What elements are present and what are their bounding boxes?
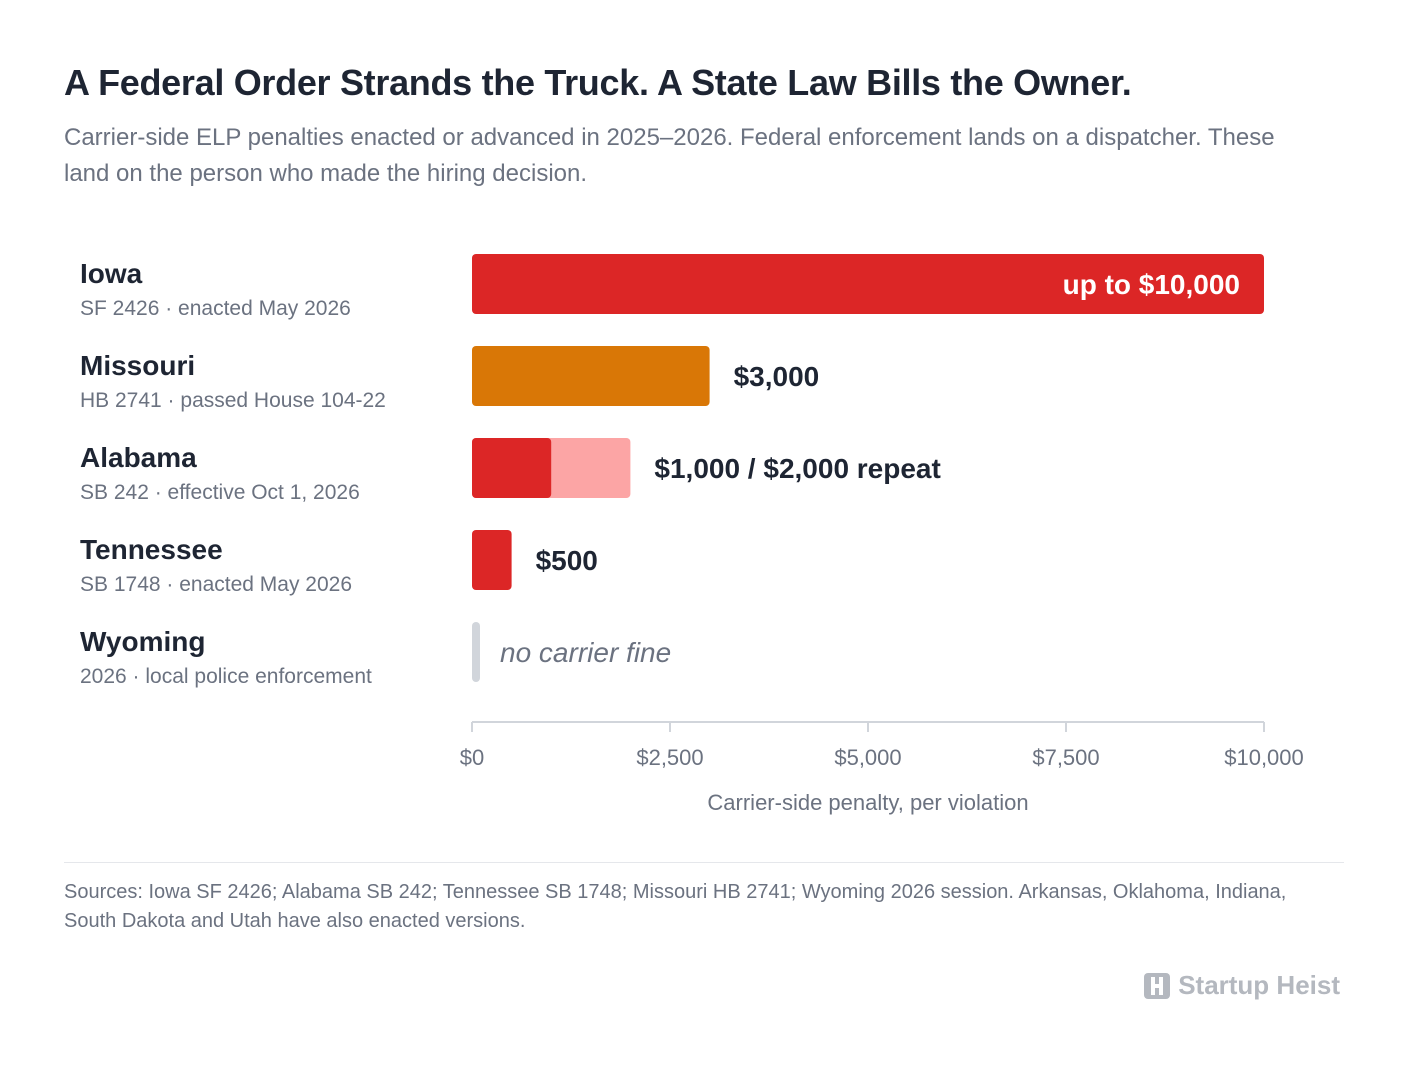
- x-tick-label: $5,000: [834, 745, 901, 770]
- bar-chart: Iowa SF 2426 · enacted May 2026 up to $10,…: [80, 254, 1304, 815]
- bar-missouri: [472, 346, 710, 406]
- chart-subtitle: Carrier-side ELP penalties enacted or ad…: [64, 124, 1275, 187]
- brand-logo: Startup Heist: [1144, 970, 1340, 1001]
- brand-name: Startup Heist: [1178, 970, 1340, 1000]
- value-label-tennessee: $500: [536, 545, 598, 576]
- state-label-alabama: Alabama: [80, 442, 197, 473]
- x-tick-label: $7,500: [1032, 745, 1099, 770]
- state-detail-tennessee: SB 1748 · enacted May 2026: [80, 573, 352, 596]
- state-label-tennessee: Tennessee: [80, 534, 223, 565]
- bar-wyoming: [472, 622, 480, 682]
- bar-alabama: [472, 438, 552, 498]
- state-label-missouri: Missouri: [80, 350, 195, 381]
- sources-note: Sources: Iowa SF 2426; Alabama SB 242; T…: [64, 881, 1287, 932]
- x-tick-label: $2,500: [636, 745, 703, 770]
- state-detail-alabama: SB 242 · effective Oct 1, 2026: [80, 481, 360, 504]
- x-tick-label: $0: [460, 745, 484, 770]
- state-label-iowa: Iowa: [80, 258, 143, 289]
- divider: [64, 862, 1344, 863]
- state-detail-iowa: SF 2426 · enacted May 2026: [80, 297, 351, 320]
- brand-icon: [1144, 972, 1171, 999]
- value-label-alabama: $1,000 / $2,000 repeat: [654, 453, 940, 484]
- bar-iowa: [472, 254, 1264, 314]
- chart-svg: Iowa SF 2426 · enacted May 2026 up to $10,…: [80, 254, 1304, 815]
- value-label-missouri: $3,000: [734, 361, 820, 392]
- value-label-iowa: up to $10,000: [1063, 269, 1240, 300]
- value-label-wyoming: no carrier fine: [500, 637, 671, 668]
- chart-title: A Federal Order Strands the Truck. A Sta…: [64, 62, 1132, 103]
- x-axis-title: Carrier-side penalty, per violation: [707, 790, 1028, 815]
- x-tick-label: $10,000: [1224, 745, 1304, 770]
- bar-tennessee: [472, 530, 512, 590]
- state-label-wyoming: Wyoming: [80, 626, 205, 657]
- state-detail-wyoming: 2026 · local police enforcement: [80, 665, 372, 688]
- state-detail-missouri: HB 2741 · passed House 104-22: [80, 389, 386, 412]
